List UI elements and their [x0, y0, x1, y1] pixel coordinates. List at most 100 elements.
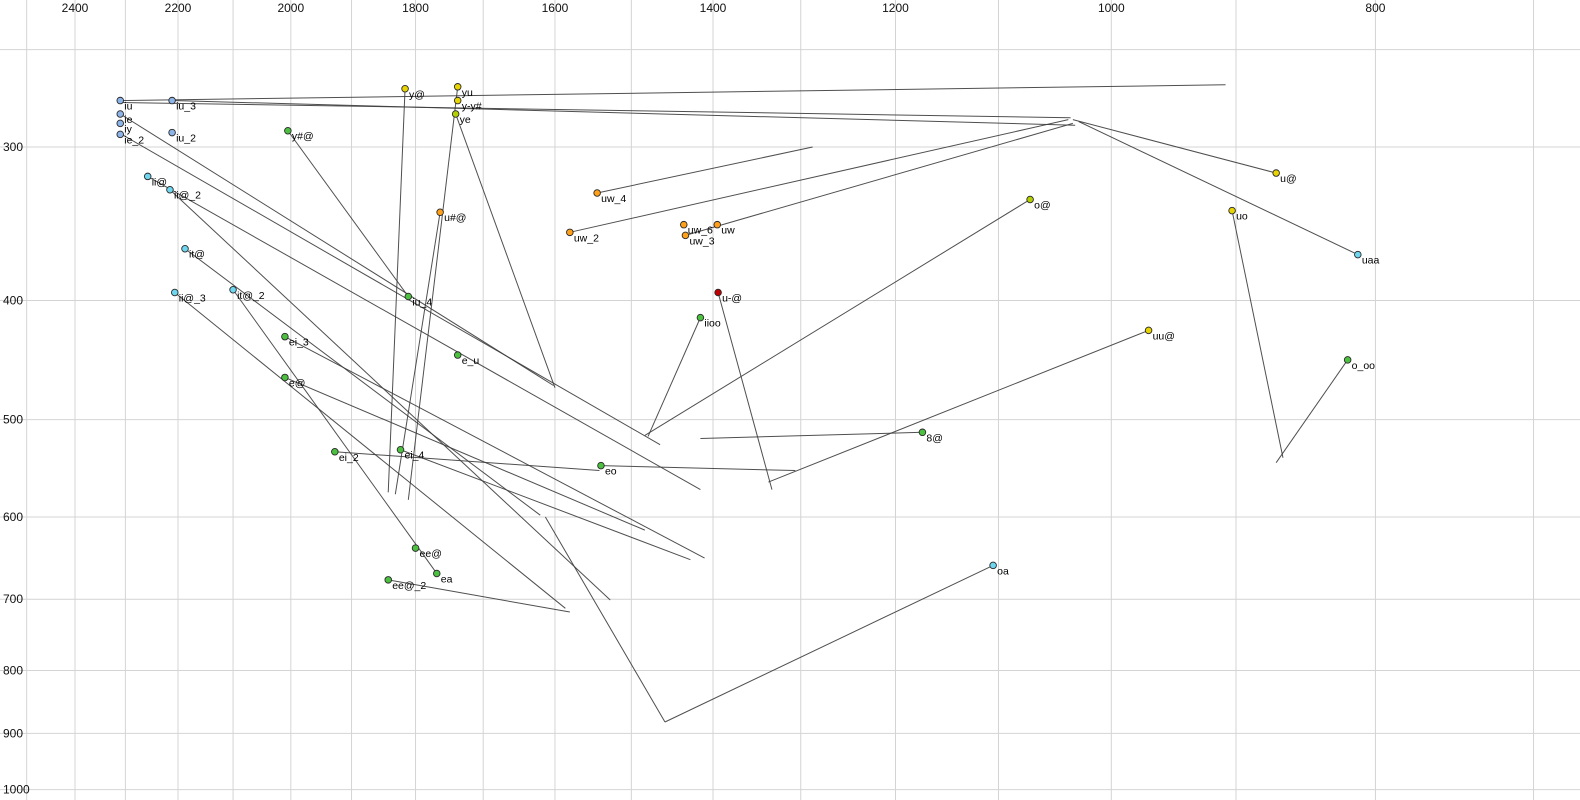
data-point-ei_4[interactable]: [396, 445, 405, 454]
trajectory-line: [287, 130, 409, 297]
point-label: uo: [1236, 211, 1248, 223]
point-label: e@: [289, 377, 306, 389]
data-point-o@[interactable]: [1026, 195, 1034, 204]
data-point-ie_2[interactable]: [116, 130, 124, 139]
data-point-u-@[interactable]: [714, 288, 722, 297]
data-point-yu[interactable]: [453, 83, 462, 91]
data-point-iu[interactable]: [116, 96, 124, 105]
data-point-ei_2[interactable]: [331, 448, 339, 456]
data-point-uw[interactable]: [713, 220, 722, 229]
y-axis-tick-label: 1000: [3, 783, 30, 797]
trajectory-line: [388, 579, 570, 613]
data-point-uu@[interactable]: [1144, 326, 1153, 335]
data-point-oa[interactable]: [989, 561, 997, 570]
data-point-uw_2[interactable]: [566, 228, 574, 237]
data-point-y-y#[interactable]: [453, 96, 462, 105]
data-point-8@[interactable]: [918, 428, 927, 437]
data-point-u#@[interactable]: [436, 208, 444, 216]
point-label: ee@_2: [392, 580, 426, 592]
data-point-e@[interactable]: [281, 373, 289, 382]
point-label: e_u: [462, 355, 480, 367]
trajectory-line: [1078, 121, 1359, 256]
data-point-ea[interactable]: [433, 569, 441, 578]
trajectory-line: [1072, 119, 1277, 174]
data-point-uw_6[interactable]: [680, 220, 688, 229]
data-point-ei_3[interactable]: [281, 332, 289, 341]
data-point-iu_2[interactable]: [168, 128, 176, 137]
data-point-iu_4[interactable]: [404, 292, 413, 301]
x-axis-tick-label: 2000: [277, 1, 304, 15]
point-label: ee@: [420, 548, 442, 560]
data-point-y@[interactable]: [401, 85, 409, 93]
point-label: oa: [997, 565, 1009, 577]
data-point-ee@_2[interactable]: [384, 576, 392, 584]
data-point-eo[interactable]: [597, 461, 605, 470]
data-point-ii@_3[interactable]: [171, 288, 179, 297]
x-axis-tick-label: 1400: [700, 1, 727, 15]
data-point-ye[interactable]: [451, 110, 460, 118]
data-point-uw_4[interactable]: [593, 189, 601, 197]
data-point-iu_3[interactable]: [168, 96, 176, 105]
point-label: uw: [721, 225, 735, 237]
x-axis-tick-label: 1800: [402, 1, 429, 15]
point-label: iu_3: [176, 101, 196, 113]
data-point-e_u[interactable]: [453, 351, 462, 359]
y-axis-tick-label: 900: [3, 726, 23, 740]
trajectory-line: [334, 451, 600, 472]
trajectory-line: [455, 113, 556, 388]
point-label: iioo: [704, 318, 721, 330]
data-point-uo[interactable]: [1228, 206, 1236, 215]
point-label: uaa: [1362, 255, 1380, 267]
data-point-it@[interactable]: [181, 244, 189, 253]
trajectory-line: [600, 465, 796, 472]
x-axis-tick-label: 2400: [62, 1, 89, 15]
point-label: u-@: [722, 292, 742, 304]
y-axis-tick-label: 400: [3, 294, 23, 308]
trajectory-line: [284, 336, 705, 559]
trajectory-line: [1231, 210, 1284, 458]
trajectory-line: [174, 292, 566, 609]
trajectory-line: [569, 119, 1069, 233]
point-label: uw_2: [574, 232, 599, 244]
data-point-ii@[interactable]: [143, 172, 152, 181]
data-point-y#@[interactable]: [284, 126, 292, 135]
data-point-ie[interactable]: [116, 110, 124, 118]
point-label: uw_4: [601, 193, 626, 205]
point-label: ii@: [152, 176, 167, 188]
data-point-uw_3[interactable]: [681, 231, 690, 240]
data-point-o_oo[interactable]: [1343, 356, 1352, 364]
trajectory-line: [169, 189, 611, 601]
x-axis-tick-label: 1600: [542, 1, 569, 15]
data-point-iioo[interactable]: [696, 313, 705, 322]
y-axis-tick-label: 700: [3, 592, 23, 606]
point-label: iu: [124, 101, 132, 113]
y-axis-tick-label: 600: [3, 510, 23, 524]
trajectory-line: [147, 175, 701, 491]
trajectory-line: [700, 431, 923, 440]
data-point-it@_2[interactable]: [229, 286, 237, 294]
trajectory-line: [387, 88, 406, 493]
point-label: y#@: [292, 131, 314, 143]
trajectory-line: [597, 146, 813, 194]
point-label: ye: [460, 114, 471, 126]
point-label: o@: [1034, 199, 1051, 211]
data-point-ee@[interactable]: [411, 544, 420, 552]
trajectory-line: [232, 289, 438, 574]
data-point-iy[interactable]: [116, 119, 124, 128]
tick-labels: 2400 2200 2000 1800 1600 1400 1200 1000 800 300 40…: [3, 1, 1386, 797]
data-point-u@[interactable]: [1272, 169, 1280, 177]
trajectory-line: [172, 100, 1076, 126]
trajectory-line: [121, 101, 1071, 119]
trajectory-line: [647, 317, 701, 437]
y-axis-tick-label: 800: [3, 664, 23, 678]
point-label: yu: [462, 87, 473, 99]
data-point-uaa[interactable]: [1354, 250, 1362, 259]
trajectory-line: [284, 377, 646, 531]
trajectory-line: [184, 248, 541, 516]
data-point-ii@_2[interactable]: [166, 185, 174, 194]
trajectory-line: [1275, 359, 1349, 463]
x-axis-tick-label: 1200: [882, 1, 909, 15]
